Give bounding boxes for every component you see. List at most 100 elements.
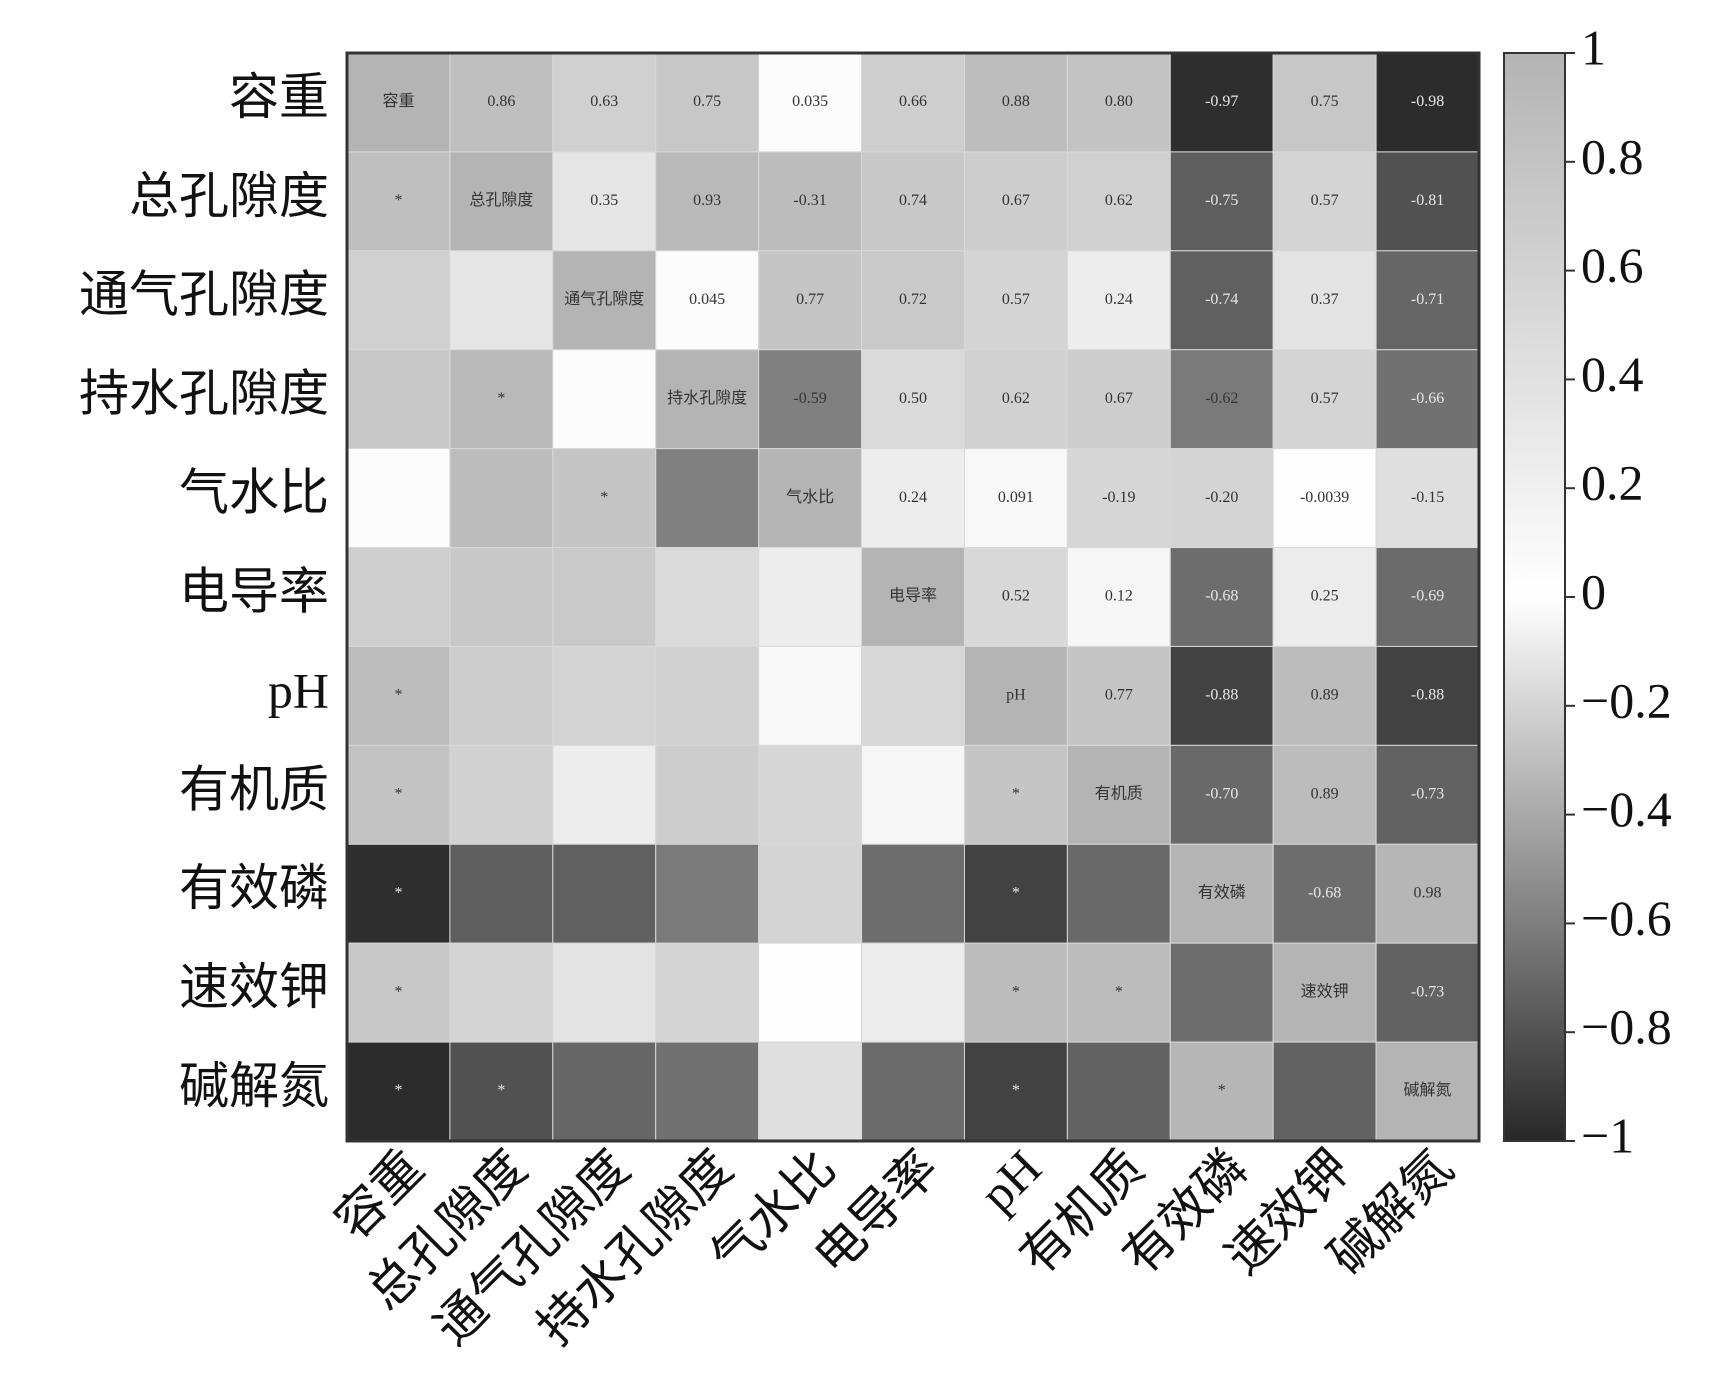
cell	[552, 744, 657, 845]
value-label: 0.12	[1105, 588, 1133, 605]
diagonal-label: 气水比	[786, 488, 834, 506]
diagonal-cell	[861, 547, 965, 647]
cell	[758, 744, 863, 845]
cell	[346, 250, 451, 351]
value-label: -0.62	[1205, 390, 1238, 407]
value-label: 0.37	[1311, 291, 1339, 308]
cell	[346, 547, 451, 647]
significance-mark: *	[1012, 983, 1020, 1000]
diagonal-label: 有效磷	[1198, 883, 1246, 901]
cell	[655, 151, 760, 252]
colorbar-tick-label: −0.4	[1581, 781, 1672, 837]
cell	[963, 151, 1068, 252]
cell	[963, 349, 1068, 450]
cell	[1169, 448, 1274, 549]
cell	[1066, 349, 1171, 450]
diagonal-label: 有机质	[1095, 784, 1143, 802]
cell	[1272, 349, 1377, 450]
cell	[861, 1041, 965, 1142]
cell	[1375, 547, 1480, 647]
cell	[1169, 151, 1274, 252]
value-label: -0.66	[1411, 390, 1444, 407]
cell	[655, 843, 760, 944]
colorbar-tick-label: 1	[1581, 19, 1606, 75]
cell	[1169, 250, 1274, 351]
diagonal-cell	[346, 52, 451, 153]
cell	[552, 151, 657, 252]
colorbar-tick-label: 0.6	[1581, 237, 1644, 293]
cell	[449, 942, 554, 1043]
cell	[1272, 645, 1377, 746]
cell	[861, 645, 965, 746]
cell	[963, 1041, 1068, 1142]
value-label: 0.66	[899, 93, 927, 110]
cell	[861, 942, 965, 1043]
cell	[346, 151, 451, 252]
y-tick-label: 有机质	[179, 761, 329, 817]
value-label: 0.045	[689, 291, 725, 308]
y-tick-label: 通气孔隙度	[79, 267, 329, 323]
value-label: -0.0039	[1300, 489, 1349, 506]
value-label: -0.88	[1205, 687, 1238, 704]
cell	[449, 843, 554, 944]
value-label: 0.88	[1002, 93, 1030, 110]
cell	[655, 744, 760, 845]
cell	[346, 349, 451, 450]
cell	[1375, 744, 1480, 845]
value-label: 0.63	[590, 93, 618, 110]
cell	[1169, 744, 1274, 845]
cell	[1272, 843, 1377, 944]
cell	[963, 843, 1068, 944]
cell	[449, 250, 554, 351]
cell	[861, 843, 965, 944]
colorbar-tick-label: −0.8	[1581, 999, 1672, 1055]
diagonal-cell	[758, 448, 863, 549]
value-label: 0.75	[693, 93, 721, 110]
cell	[552, 942, 657, 1043]
value-label: 0.77	[796, 291, 824, 308]
cell	[346, 744, 451, 845]
colorbar-tick-label: −0.6	[1581, 890, 1672, 946]
value-label: 0.25	[1311, 588, 1339, 605]
cell	[1375, 349, 1480, 450]
value-label: 0.80	[1105, 93, 1133, 110]
cell	[758, 250, 863, 351]
value-label: 0.86	[487, 93, 515, 110]
value-label: -0.97	[1205, 93, 1238, 110]
diagonal-label: 电导率	[889, 587, 937, 605]
cell	[552, 645, 657, 746]
diagonal-cell	[1169, 843, 1274, 944]
significance-mark: *	[1012, 1082, 1020, 1099]
y-tick-label: 气水比	[179, 465, 329, 521]
cell	[1066, 843, 1171, 944]
significance-mark: *	[394, 785, 402, 802]
cell	[1066, 1041, 1171, 1142]
significance-mark: *	[394, 687, 402, 704]
cell	[449, 744, 554, 845]
cell	[655, 547, 760, 647]
y-tick-label: 电导率	[179, 563, 329, 619]
value-label: -0.19	[1102, 489, 1135, 506]
value-label: 0.62	[1002, 390, 1030, 407]
significance-mark: *	[394, 192, 402, 209]
value-label: 0.57	[1002, 291, 1030, 308]
cell	[861, 349, 965, 450]
diagonal-cell	[449, 151, 554, 252]
significance-mark: *	[394, 983, 402, 1000]
cell	[758, 645, 863, 746]
cell	[963, 942, 1068, 1043]
value-label: 0.50	[899, 390, 927, 407]
colorbar-tick-label: −1	[1581, 1107, 1634, 1163]
cell	[1272, 52, 1377, 153]
cell	[346, 1041, 451, 1142]
value-label: -0.81	[1411, 192, 1444, 209]
cell	[346, 843, 451, 944]
cell	[1066, 645, 1171, 746]
cell	[1066, 547, 1171, 647]
y-tick-label: 总孔隙度	[129, 168, 329, 224]
cell	[1272, 1041, 1377, 1142]
value-label: -0.71	[1411, 291, 1444, 308]
cell	[449, 547, 554, 647]
value-label: 0.24	[899, 489, 927, 506]
